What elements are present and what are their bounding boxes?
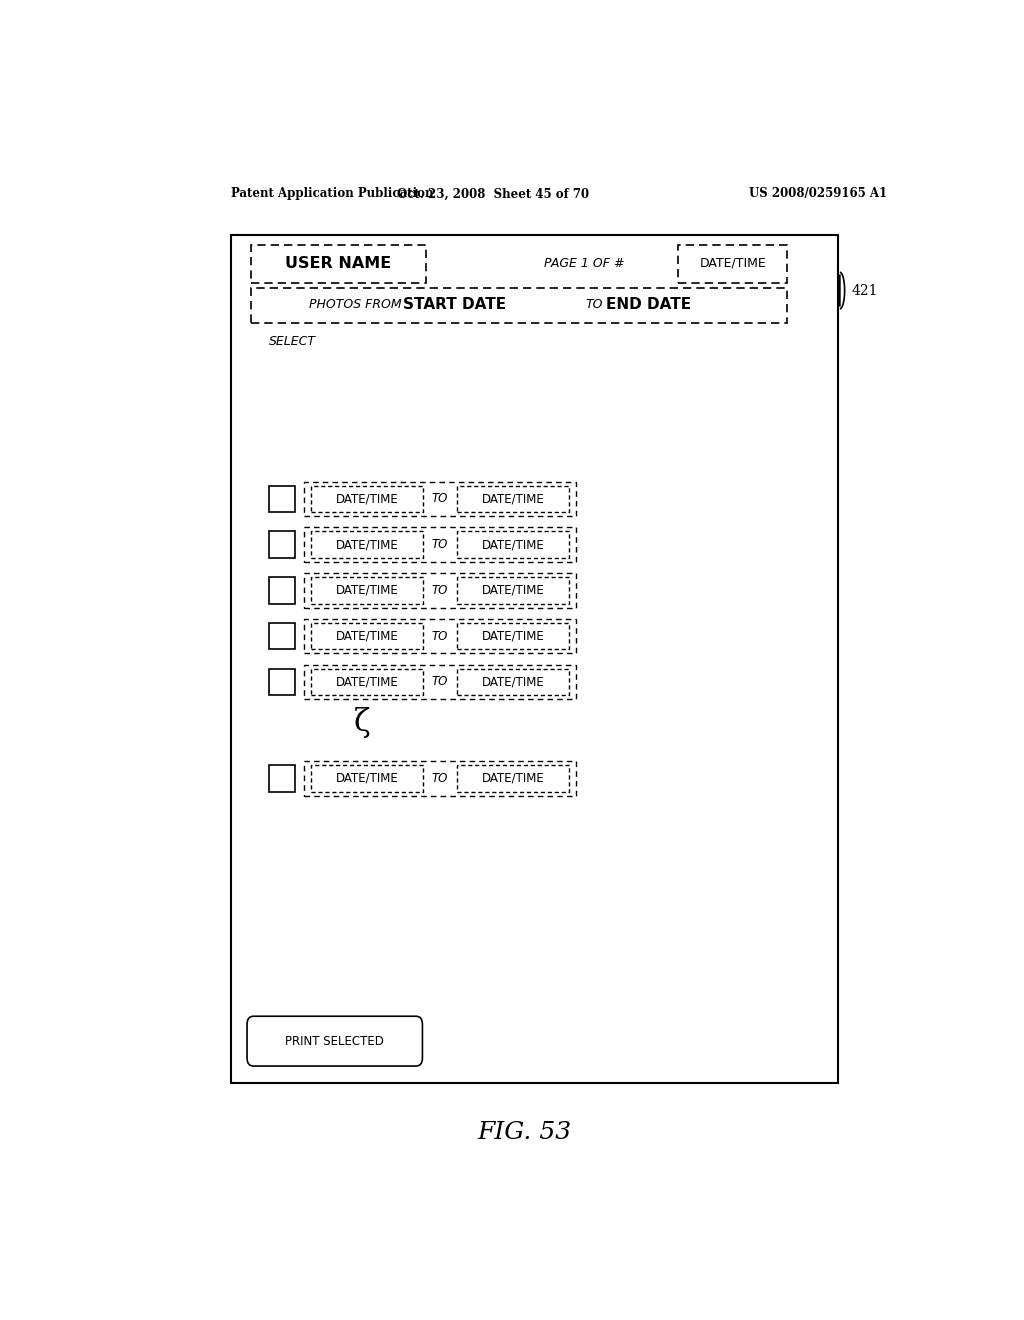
Text: START DATE: START DATE xyxy=(403,297,507,313)
Text: TO: TO xyxy=(585,298,602,312)
Text: TO: TO xyxy=(432,676,449,688)
Text: PRINT SELECTED: PRINT SELECTED xyxy=(286,1035,384,1048)
Text: DATE/TIME: DATE/TIME xyxy=(336,583,398,597)
Text: TO: TO xyxy=(432,772,449,785)
Text: DATE/TIME: DATE/TIME xyxy=(336,539,398,552)
Text: DATE/TIME: DATE/TIME xyxy=(699,256,766,269)
Text: DATE/TIME: DATE/TIME xyxy=(481,772,545,785)
Text: DATE/TIME: DATE/TIME xyxy=(336,676,398,688)
Text: DATE/TIME: DATE/TIME xyxy=(336,772,398,785)
Text: FIG. 53: FIG. 53 xyxy=(478,1121,571,1143)
Text: END DATE: END DATE xyxy=(606,297,691,313)
Text: Patent Application Publication: Patent Application Publication xyxy=(231,187,434,201)
Text: TO: TO xyxy=(432,630,449,643)
Text: Oct. 23, 2008  Sheet 45 of 70: Oct. 23, 2008 Sheet 45 of 70 xyxy=(397,187,589,201)
Text: DATE/TIME: DATE/TIME xyxy=(481,583,545,597)
Text: ζ: ζ xyxy=(354,708,371,738)
Text: DATE/TIME: DATE/TIME xyxy=(481,492,545,506)
Text: TO: TO xyxy=(432,539,449,552)
Text: USER NAME: USER NAME xyxy=(285,256,391,271)
Text: 421: 421 xyxy=(852,284,879,297)
Text: DATE/TIME: DATE/TIME xyxy=(336,492,398,506)
Text: PAGE 1 OF #: PAGE 1 OF # xyxy=(544,256,625,269)
Text: US 2008/0259165 A1: US 2008/0259165 A1 xyxy=(750,187,888,201)
Text: DATE/TIME: DATE/TIME xyxy=(481,539,545,552)
Text: DATE/TIME: DATE/TIME xyxy=(336,630,398,643)
Text: PHOTOS FROM: PHOTOS FROM xyxy=(309,298,401,312)
Text: DATE/TIME: DATE/TIME xyxy=(481,676,545,688)
Text: TO: TO xyxy=(432,492,449,506)
Text: SELECT: SELECT xyxy=(269,335,316,348)
Text: TO: TO xyxy=(432,583,449,597)
Text: DATE/TIME: DATE/TIME xyxy=(481,630,545,643)
